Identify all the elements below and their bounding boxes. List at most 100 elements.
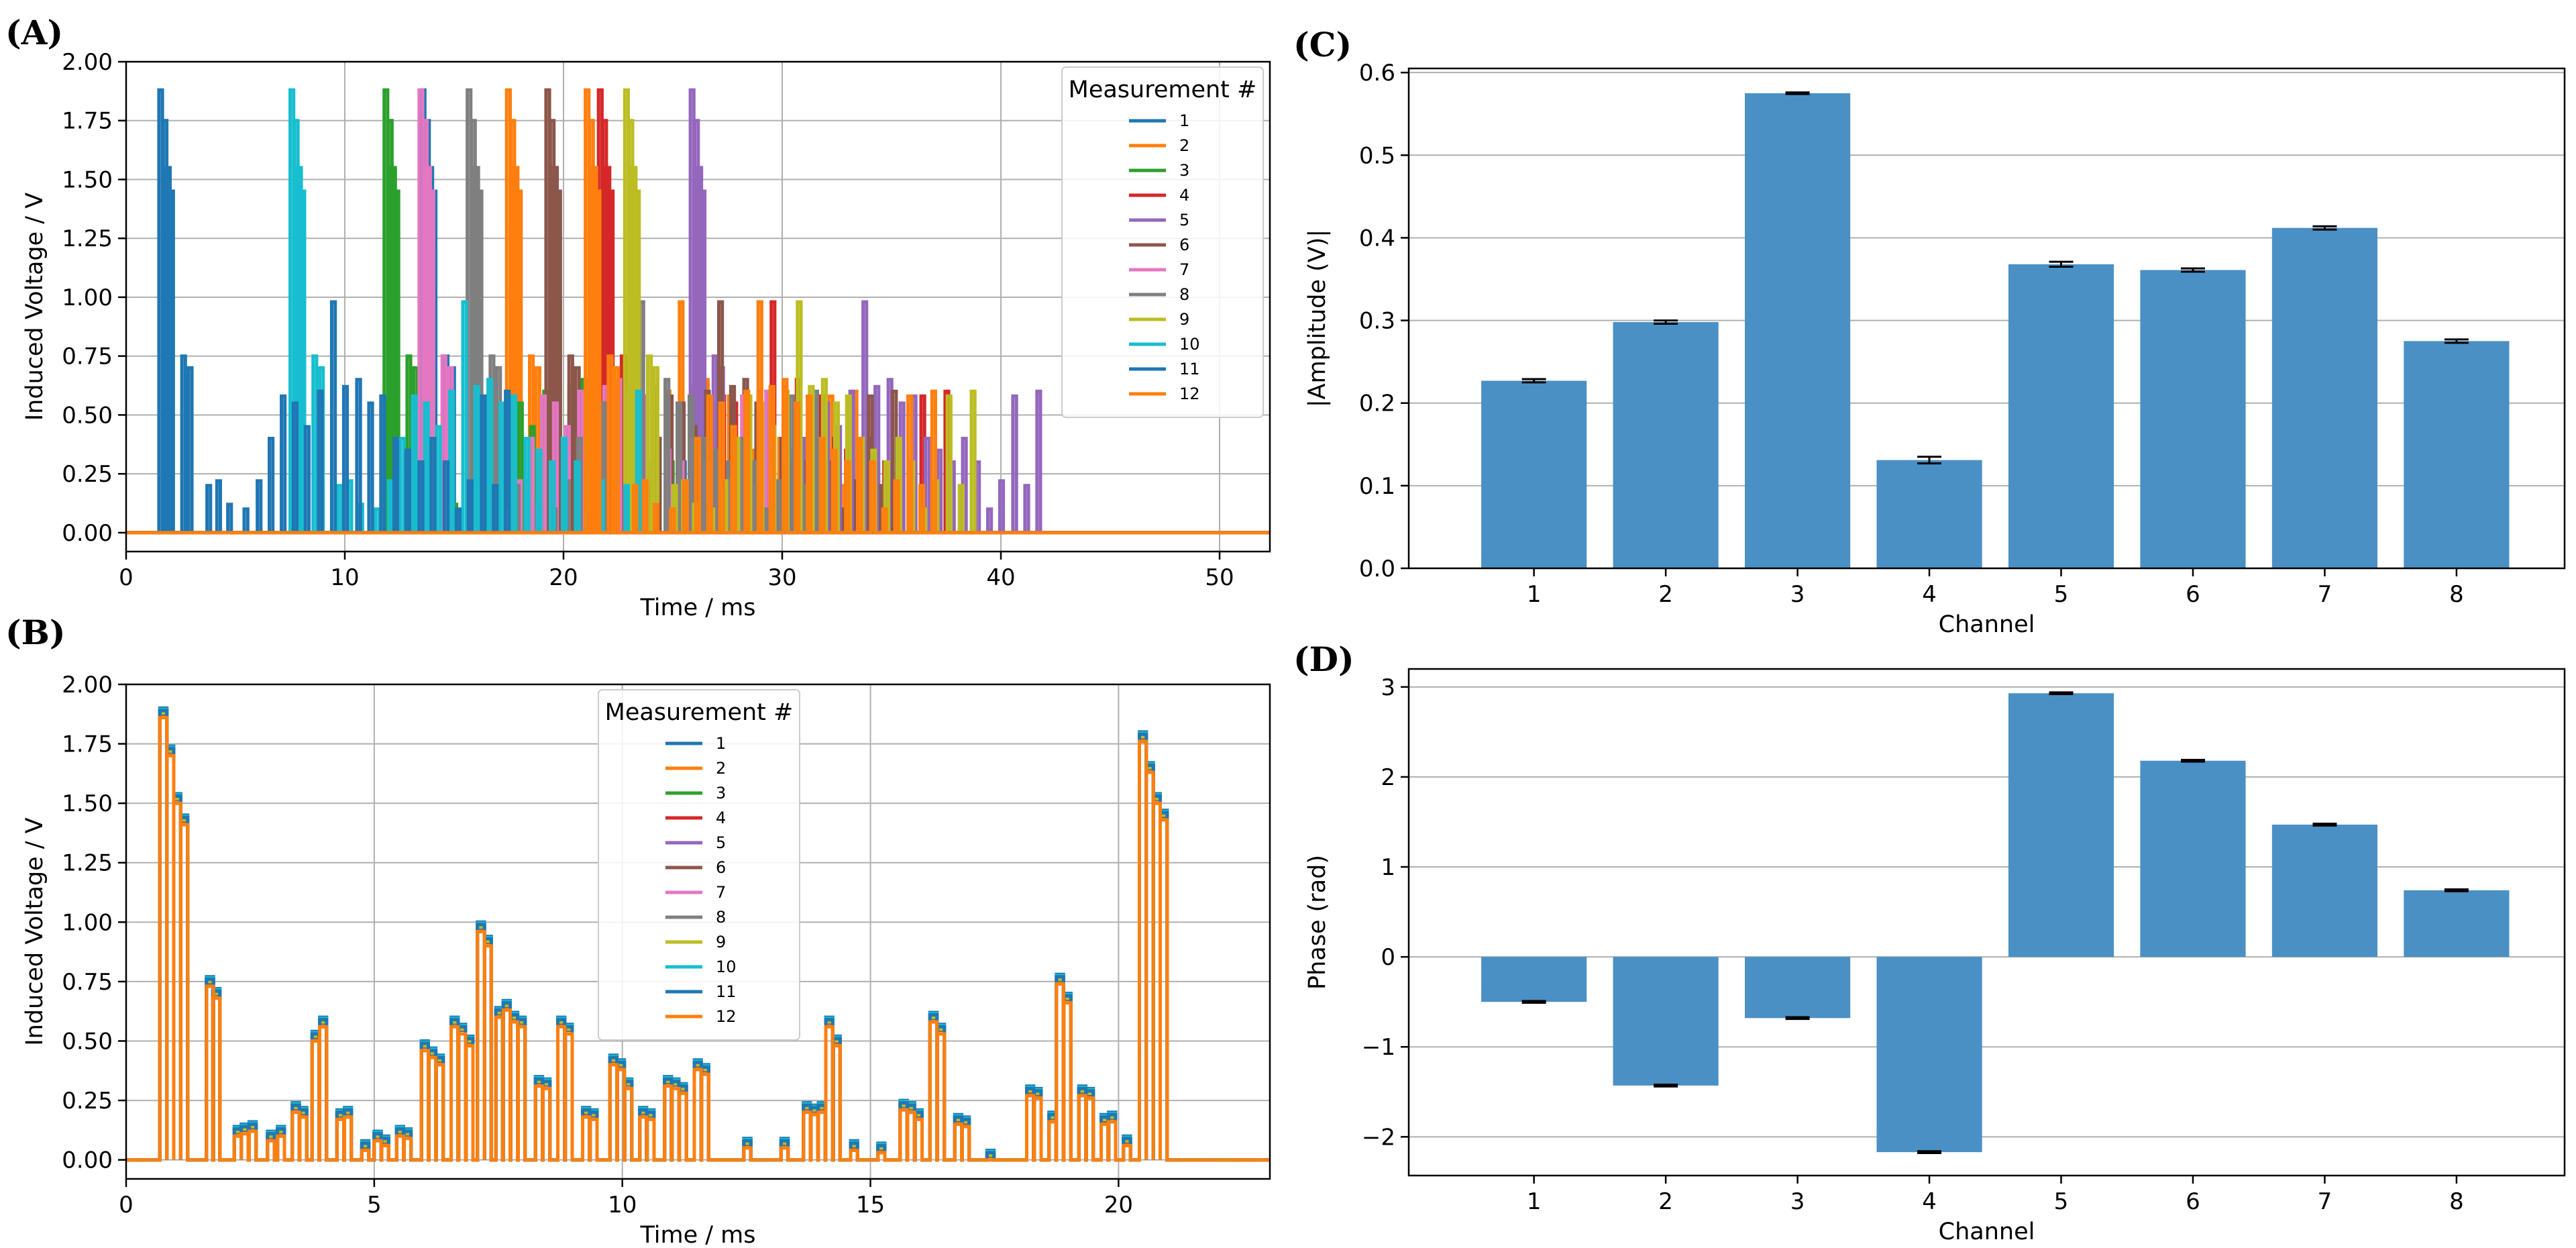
bar-channel-7 [2271,227,2378,568]
x-tick-label: 15 [856,1192,885,1218]
plot-frame [1407,67,2566,570]
y-tick-label: 0.25 [62,461,113,488]
legend-entry: 7 [716,883,726,902]
y-tick-label: 2.00 [62,49,113,76]
bar-channel-2 [1613,957,1719,1086]
y-tick-label: 1.25 [62,225,113,252]
panel-b: 0.00 0.25 0.50 0.75 1.00 1.25 1.50 1.75 2.00 0 5 10… [5,613,1271,1248]
bar-channel-3 [1744,93,1851,569]
y-tick-label: 0.0 [1359,556,1395,582]
legend-entry: 12 [716,1007,737,1026]
y-tick-label: 1.75 [62,108,113,135]
series-group [126,706,1270,1162]
y-tick-label: −1 [1362,1034,1395,1061]
bar-channel-1 [1481,380,1587,568]
legend-entry: 12 [1179,384,1200,403]
y-tick-label: 0.1 [1359,473,1395,500]
y-axis-label: |Amplitude (V)| [1304,229,1331,407]
x-tick-label: 2 [1658,581,1673,608]
plot-frame [125,683,1271,1180]
x-tick-label: 5 [367,1192,382,1218]
y-tick-label: 0.50 [62,402,113,429]
x-tick-label: 1 [1527,581,1542,608]
bar-channel-7 [2271,824,2378,957]
y-axis-label: Induced Voltage / V [21,817,48,1045]
y-tick-label: 1 [1381,854,1395,881]
x-tick-label: 6 [2186,581,2200,608]
panel-d: −2 −1 0 1 2 3 1 2 3 4 5 6 7 8 Channel Phase (rad) (D) [1293,639,2566,1245]
series-line-12 [126,88,1270,535]
legend-entry: 4 [716,809,726,827]
panel-label: (B) [5,613,66,652]
y-tick-label: 1.75 [62,731,113,758]
y-tick-label: 0.00 [62,520,113,547]
bar-channel-5 [2008,264,2114,568]
x-tick-label: 7 [2318,1188,2332,1215]
bar-channel-4 [1876,957,1982,1153]
y-tick-label: 0.4 [1359,225,1395,252]
y-tick-label: 0.00 [62,1147,113,1174]
bar-channel-4 [1876,460,1982,568]
x-axis-label: Channel [1939,1218,2035,1245]
y-tick-label: 0.50 [62,1028,113,1055]
x-tick-label: 30 [767,564,796,591]
y-tick-label: 1.50 [62,166,113,193]
y-tick-label: 1.50 [62,790,113,817]
x-tick-label: 50 [1205,564,1234,591]
x-tick-label: 40 [986,564,1015,591]
y-tick-label: 2 [1381,764,1395,791]
x-tick-label: 3 [1790,1188,1805,1215]
x-axis-label: Time / ms [639,594,755,621]
y-axis-label: Induced Voltage / V [21,193,48,421]
y-tick-label: 0.75 [62,969,113,996]
panel-a: 0.00 0.25 0.50 0.75 1.00 1.25 1.50 1.75 2.00 0 10 2… [5,13,1271,621]
legend-entry: 9 [716,933,726,951]
x-tick-label: 0 [119,1192,133,1218]
legend-title: Measurement # [605,699,794,726]
x-tick-label: 5 [2054,1188,2069,1215]
legend-entry: 10 [716,957,737,976]
bar-channel-6 [2140,760,2246,957]
legend-entry: 6 [716,858,726,877]
legend-entry: 7 [1179,260,1189,279]
bar-channel-3 [1744,957,1851,1019]
bar-channel-6 [2140,270,2246,568]
y-tick-label: 1.00 [62,284,113,311]
legend-entry: 3 [1179,161,1189,180]
x-tick-label: 4 [1922,1188,1937,1215]
x-tick-label: 10 [608,1192,637,1218]
x-tick-label: 3 [1790,581,1805,608]
plot-frame [1407,668,2566,1177]
y-tick-label: 0.2 [1359,391,1395,417]
legend-entry: 3 [716,784,726,802]
x-tick-label: 20 [549,564,578,591]
series-line-12 [126,716,1270,1162]
legend-entry: 2 [1179,136,1189,155]
legend-entry: 8 [716,908,726,927]
x-tick-label: 0 [119,564,133,591]
legend-entry: 9 [1179,310,1189,329]
legend-entry: 1 [1179,111,1189,130]
legend-entry: 5 [1179,211,1189,229]
y-tick-label: 1.00 [62,909,113,936]
series-group [126,88,1270,535]
x-axis-label: Time / ms [639,1222,755,1248]
x-tick-label: 5 [2054,581,2069,608]
bar-channel-1 [1481,957,1587,1002]
bar-channel-8 [2404,341,2510,568]
panel-c: 0.0 0.1 0.2 0.3 0.4 0.5 0.6 1 2 3 4 5 6 7 8 Channel |Amp… [1293,25,2566,638]
y-tick-label: 0.25 [62,1088,113,1114]
legend-entry: 4 [1179,186,1189,205]
panel-label: (C) [1293,25,1352,64]
legend-entry: 2 [716,759,726,778]
legend-entry: 1 [716,734,726,753]
x-tick-label: 6 [2186,1188,2200,1215]
legend-box [1061,66,1264,418]
y-tick-label: 2.00 [62,672,113,698]
legend-box [598,689,800,1041]
y-axis-label: Phase (rad) [1304,855,1331,990]
x-tick-label: 8 [2449,1188,2464,1215]
y-tick-label: 0.5 [1359,142,1395,169]
legend-entry: 6 [1179,236,1189,254]
